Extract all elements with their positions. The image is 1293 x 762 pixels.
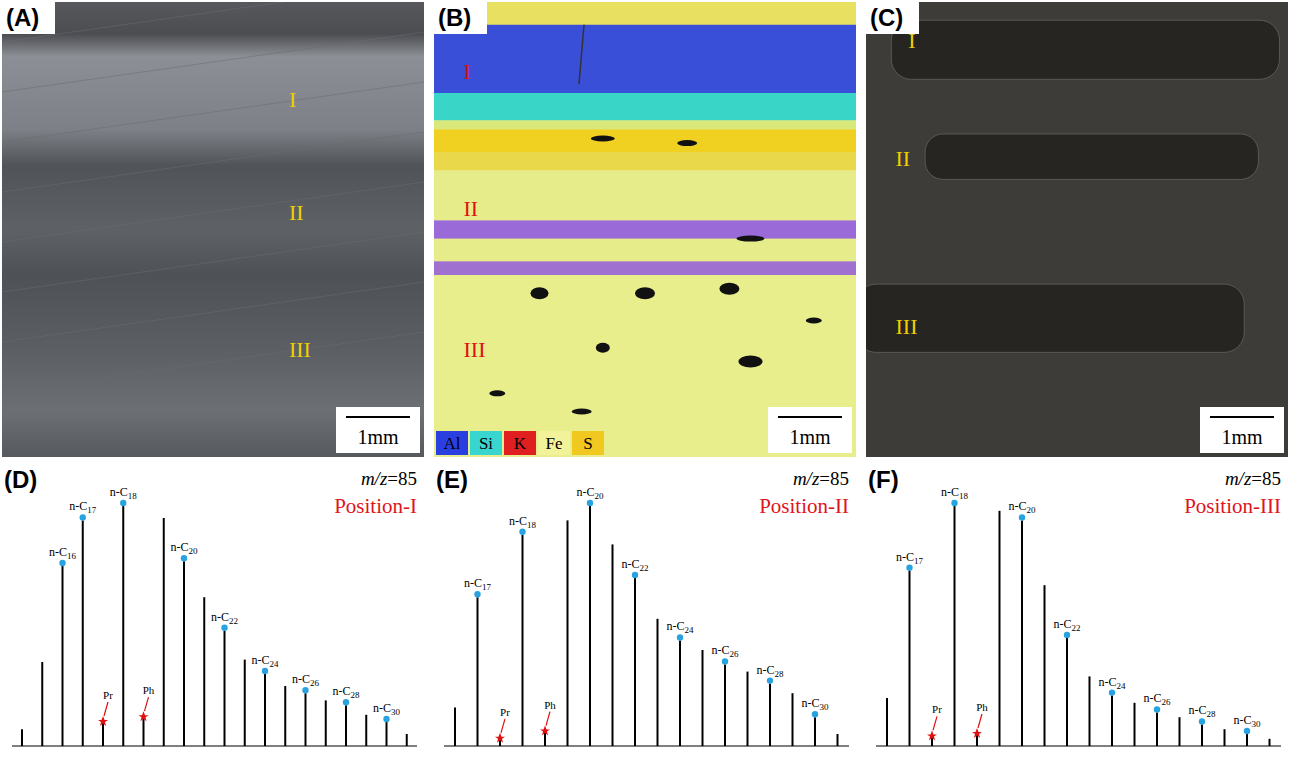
svg-text:1mm: 1mm (789, 426, 831, 448)
svg-text:II: II (896, 146, 911, 171)
svg-text:n-C20: n-C20 (1009, 499, 1037, 515)
svg-text:n-C16: n-C16 (49, 545, 77, 561)
html-text:Position-II: Position-II (759, 494, 849, 518)
svg-text:(C): (C) (870, 4, 903, 31)
svg-text:n-C26: n-C26 (1144, 691, 1172, 707)
svg-text:n-C18: n-C18 (110, 485, 138, 501)
svg-text:Si: Si (479, 434, 493, 453)
svg-text:(A): (A) (6, 4, 39, 31)
svg-text:n-C22: n-C22 (622, 557, 649, 573)
svg-text:Ph: Ph (976, 701, 988, 713)
svg-text:n-C28: n-C28 (757, 663, 785, 679)
svg-text:n-C20: n-C20 (577, 485, 605, 501)
svg-text:Ph: Ph (544, 699, 556, 711)
svg-text:II: II (289, 200, 304, 225)
svg-text:Fe: Fe (546, 434, 563, 453)
svg-text:n-C22: n-C22 (1054, 617, 1081, 633)
html-text:(D): (D) (4, 466, 38, 493)
svg-text:I: I (289, 87, 296, 112)
svg-text:Pr: Pr (103, 689, 113, 701)
svg-text:n-C30: n-C30 (373, 701, 401, 717)
svg-text:n-C28: n-C28 (1189, 703, 1217, 719)
svg-text:(B): (B) (438, 4, 471, 31)
svg-text:I: I (464, 59, 471, 84)
svg-text:n-C17: n-C17 (69, 499, 97, 515)
html-text:(E): (E) (436, 466, 468, 493)
svg-text:K: K (514, 434, 527, 453)
svg-text:1mm: 1mm (1221, 426, 1263, 448)
svg-text:II: II (464, 196, 479, 221)
svg-text:n-C26: n-C26 (292, 672, 320, 688)
svg-text:n-C30: n-C30 (802, 696, 830, 712)
svg-text:Pr: Pr (932, 703, 942, 715)
html-text:m/z =85: m/z =85 (360, 468, 417, 489)
svg-text:n-C22: n-C22 (211, 610, 238, 626)
svg-text:n-C24: n-C24 (252, 653, 280, 669)
svg-text:n-C17: n-C17 (464, 576, 492, 592)
html-text:(F): (F) (868, 466, 899, 493)
svg-text:n-C17: n-C17 (896, 550, 924, 566)
html-text:Position-I: Position-I (334, 494, 417, 518)
svg-text:S: S (583, 434, 592, 453)
html-text:Position-III: Position-III (1184, 494, 1281, 518)
svg-text:Ph: Ph (143, 684, 155, 696)
svg-text:n-C18: n-C18 (509, 514, 537, 530)
svg-text:III: III (289, 337, 311, 362)
svg-text:n-C24: n-C24 (1099, 675, 1127, 691)
svg-text:Al: Al (444, 434, 461, 453)
svg-text:n-C20: n-C20 (171, 540, 199, 556)
svg-text:n-C28: n-C28 (333, 684, 361, 700)
svg-text:Pr: Pr (500, 706, 510, 718)
svg-text:n-C26: n-C26 (712, 643, 740, 659)
svg-text:III: III (464, 337, 486, 362)
html-text:m/z =85: m/z =85 (1224, 468, 1281, 489)
svg-text:n-C24: n-C24 (667, 619, 695, 635)
svg-text:n-C30: n-C30 (1234, 713, 1262, 729)
svg-text:III: III (896, 314, 918, 339)
svg-text:1mm: 1mm (357, 426, 399, 448)
html-text:m/z =85: m/z =85 (792, 468, 849, 489)
svg-text:I: I (908, 27, 916, 53)
svg-text:n-C18: n-C18 (941, 485, 969, 501)
